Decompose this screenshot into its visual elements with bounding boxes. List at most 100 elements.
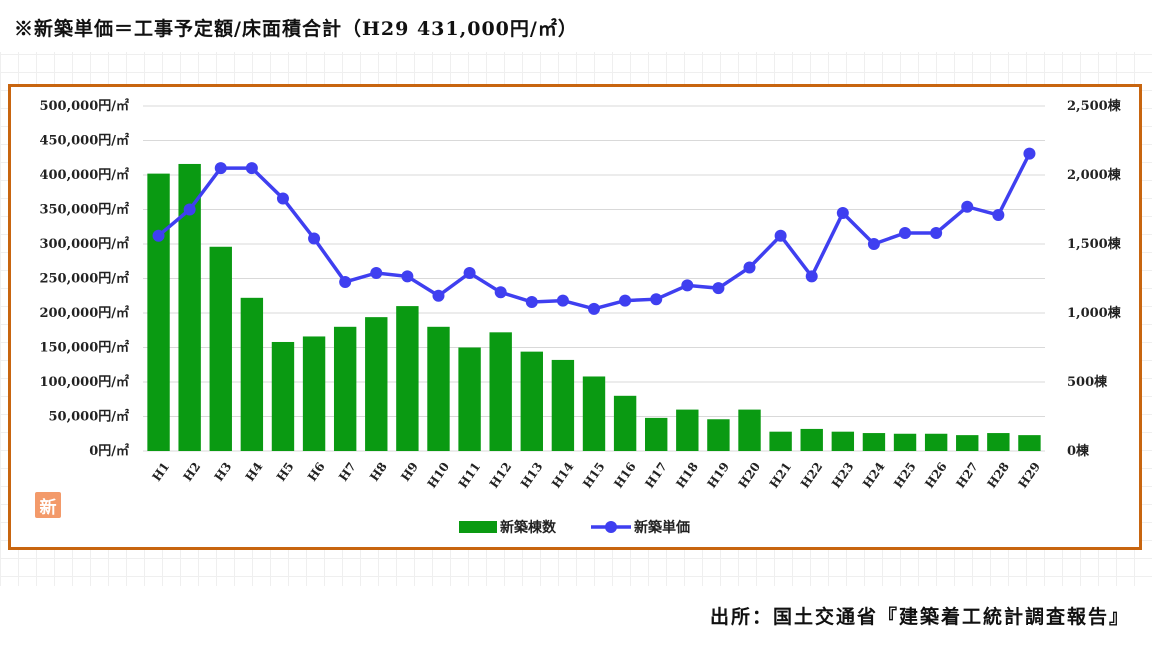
- series-line: [157, 152, 1032, 311]
- bar: [458, 347, 481, 451]
- line-point: [774, 229, 787, 242]
- line-point: [961, 200, 974, 213]
- chart-frame[interactable]: 0円/㎡ 50,000円/㎡ 100,000円/㎡ 150,000円/㎡ 200,000…: [8, 84, 1142, 550]
- bar: [333, 326, 357, 451]
- line-point: [867, 238, 880, 250]
- line-point: [339, 275, 352, 288]
- page-title: ※新築単価＝工事予定額/床面積合計（H29 431,000円/㎡）: [14, 18, 578, 40]
- category-tick-label: H4: [243, 460, 266, 484]
- left-axis-tick-label: 300,000円/㎡: [39, 236, 129, 252]
- category-tick-labels: H1 H2 H3 H4 H5 H6 H7 H8 H9 H10 H11 H12 H13 H14 H15 H16 H…: [149, 460, 1043, 491]
- bar: [800, 428, 823, 451]
- line-point: [245, 162, 258, 175]
- line-point: [308, 232, 321, 245]
- category-tick-label: H19: [705, 460, 733, 491]
- combo-chart: 0円/㎡ 50,000円/㎡ 100,000円/㎡ 150,000円/㎡ 200,000…: [39, 98, 1122, 536]
- category-tick-label: H10: [425, 460, 453, 491]
- category-tick-label: H28: [984, 460, 1012, 491]
- category-tick-label: H3: [212, 460, 235, 484]
- bar: [1018, 435, 1041, 451]
- line-series-unit-price: [152, 147, 1036, 315]
- category-tick-label: H21: [767, 460, 795, 491]
- bar-series-building-count: [147, 163, 1041, 451]
- category-tick-label: H12: [487, 460, 515, 491]
- category-tick-label: H8: [367, 460, 390, 484]
- left-axis-tick-label: 400,000円/㎡: [39, 167, 129, 183]
- footer-area: [0, 586, 1152, 648]
- bar: [147, 173, 170, 451]
- new-badge-icon: 新: [35, 492, 61, 518]
- right-axis-tick-label: 2,500棟: [1067, 98, 1122, 114]
- right-axis-tick-label: 2,000棟: [1067, 167, 1122, 183]
- bar: [551, 359, 575, 451]
- right-axis-tick-label: 500棟: [1067, 374, 1108, 390]
- source-citation: 出所：国土交通省『建築着工統計調査報告』: [709, 606, 1130, 628]
- line-point: [152, 229, 165, 242]
- line-point: [743, 261, 756, 274]
- line-point: [494, 286, 507, 299]
- left-axis-tick-label: 250,000円/㎡: [39, 271, 129, 287]
- bar: [365, 317, 388, 451]
- bar: [613, 395, 637, 451]
- bar: [831, 431, 855, 451]
- left-axis-tick-label: 50,000円/㎡: [48, 409, 129, 425]
- legend-label: 新築単価: [634, 519, 690, 536]
- line-point: [588, 302, 600, 315]
- category-tick-label: H2: [181, 460, 204, 484]
- category-tick-label: H9: [398, 460, 421, 484]
- bar: [240, 297, 264, 451]
- right-axis-tick-label: 1,000棟: [1067, 305, 1122, 321]
- category-tick-label: H18: [673, 460, 701, 491]
- line-point: [276, 192, 289, 205]
- bar: [893, 433, 917, 451]
- line-point: [836, 206, 849, 219]
- bar: [645, 417, 668, 451]
- bar: [178, 163, 201, 451]
- line-point: [525, 295, 538, 308]
- legend-label: 新築棟数: [500, 519, 557, 536]
- line-point: [401, 270, 414, 283]
- line-point: [183, 203, 196, 216]
- legend-line-marker: [605, 521, 617, 533]
- category-tick-label: H17: [642, 460, 670, 491]
- line-point: [432, 289, 445, 302]
- left-axis-tick-label: 0円/㎡: [89, 443, 129, 459]
- line-point: [370, 266, 383, 279]
- category-tick-label: H11: [456, 460, 484, 491]
- bar: [209, 246, 232, 451]
- line-point: [463, 266, 476, 279]
- bar: [427, 326, 450, 451]
- category-tick-label: H22: [798, 460, 826, 491]
- category-tick-label: H15: [580, 460, 608, 491]
- line-point: [1023, 147, 1036, 160]
- header-area: [0, 0, 1152, 52]
- line-point: [930, 226, 943, 239]
- category-tick-label: H1: [149, 460, 172, 484]
- category-tick-label: H23: [829, 460, 857, 491]
- line-point: [992, 209, 1005, 222]
- category-tick-label: H6: [305, 460, 328, 484]
- legend: 新築棟数 新築単価: [459, 519, 690, 536]
- legend-bar-swatch: [459, 521, 497, 533]
- category-tick-label: H5: [274, 460, 297, 484]
- left-axis-tick-label: 200,000円/㎡: [39, 305, 129, 321]
- category-tick-label: H29: [1016, 460, 1044, 491]
- bar: [769, 431, 792, 451]
- bar: [676, 409, 699, 451]
- bar: [738, 409, 761, 451]
- left-axis-tick-label: 500,000円/㎡: [39, 98, 129, 114]
- bar: [987, 433, 1010, 451]
- line-point: [712, 282, 725, 295]
- left-axis-tick-label: 150,000円/㎡: [39, 340, 129, 356]
- left-axis-tick-labels: 0円/㎡ 50,000円/㎡ 100,000円/㎡ 150,000円/㎡ 200,000…: [39, 98, 129, 459]
- bar: [271, 341, 295, 451]
- bar: [956, 435, 979, 451]
- line-point: [214, 162, 227, 175]
- line-point: [681, 279, 694, 292]
- category-tick-label: H25: [891, 460, 919, 491]
- category-tick-label: H7: [336, 460, 359, 484]
- bar: [396, 306, 419, 451]
- line-point: [805, 270, 818, 283]
- category-tick-label: H16: [611, 460, 639, 491]
- line-point: [899, 226, 912, 239]
